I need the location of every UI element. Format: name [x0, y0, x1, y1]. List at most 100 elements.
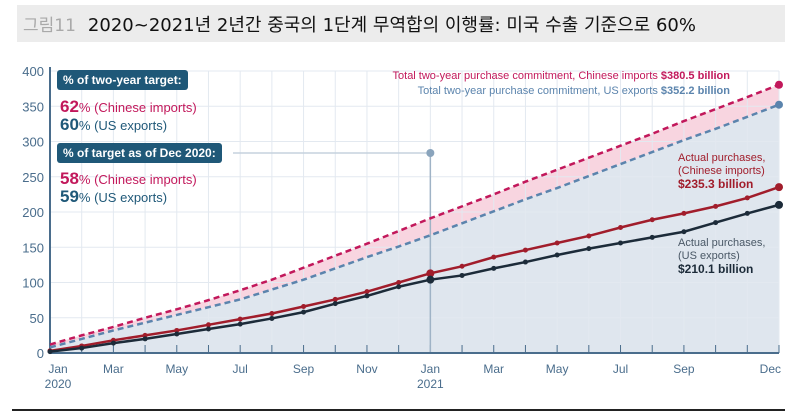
x-tick-label: Jul [233, 362, 248, 376]
dec2020-us-pct: 59% (US exports) [60, 187, 167, 207]
data-point-us-actual [618, 240, 624, 246]
area-under-us-target [50, 104, 779, 353]
text: Total two-year purchase commitment, US e… [417, 85, 661, 97]
data-point-cn-actual [618, 225, 624, 231]
y-tick-label: 150 [22, 240, 44, 255]
y-tick-label: 400 [22, 64, 44, 79]
data-point-us-actual [396, 284, 402, 290]
series-line-cn-actual [49, 185, 780, 353]
series-end-point-us-target [775, 100, 783, 109]
series-line-us-target [49, 103, 780, 349]
data-point-cn-actual [491, 254, 497, 260]
data-point-cn-actual [364, 289, 370, 295]
line1: Actual purchases, [678, 152, 766, 164]
x-tick-label: Sep [673, 362, 695, 376]
line2: (US exports) [678, 250, 740, 262]
figure-label: 그림11 [23, 16, 76, 36]
figure-title: 2020~2021년 2년간 중국의 1단계 무역합의 이행률: 미국 수출 기… [87, 14, 696, 36]
data-point-us-actual [426, 275, 435, 284]
data-point-cn-actual [775, 183, 783, 192]
dec2020-pointer-dot [426, 149, 435, 157]
text: % (US exports) [78, 118, 168, 133]
value: $380.5 billion [660, 70, 730, 82]
data-point-us-actual [491, 265, 497, 271]
data-point-cn-actual [269, 311, 275, 317]
two-year-target-header: % of two-year target: [57, 70, 188, 90]
data-point-cn-actual [744, 195, 750, 201]
data-point-us-actual [522, 259, 528, 265]
actual-cn-label: Actual purchases, (Chinese imports) $235… [678, 152, 765, 191]
data-point-cn-actual [586, 233, 592, 239]
line1: Actual purchases, [678, 237, 766, 249]
line2: (Chinese imports) [678, 165, 765, 177]
y-tick-label: 200 [22, 205, 44, 220]
x-tick-label: May [546, 362, 569, 376]
series-end-point-cn-target [775, 80, 783, 89]
data-point-cn-actual [396, 280, 402, 285]
commit-us-label: Total two-year purchase commitment, US e… [418, 85, 730, 97]
data-point-cn-actual [426, 269, 435, 278]
data-point-us-actual [237, 321, 243, 327]
data-point-us-actual [332, 301, 338, 307]
dec2020-target-header: % of target as of Dec 2020: [57, 143, 222, 163]
data-point-cn-actual [522, 247, 528, 253]
x-tick-label: Jan [48, 362, 67, 376]
figure-title-bar: 그림11 2020~2021년 2년간 중국의 1단계 무역합의 이행률: 미국… [17, 5, 785, 42]
data-point-us-actual [142, 336, 148, 342]
y-tick-label: 350 [22, 99, 44, 114]
value: $352.2 billion [660, 85, 730, 97]
data-point-cn-actual [205, 322, 211, 328]
text: % (US exports) [78, 190, 168, 205]
value: 62 [60, 97, 79, 116]
two-year-cn-pct: 62% (Chinese imports) [60, 97, 197, 117]
x-tick-label: Dec [760, 362, 781, 376]
data-point-cn-actual [142, 332, 148, 338]
value: 58 [60, 169, 79, 188]
value: $235.3 billion [678, 177, 754, 191]
data-point-cn-actual [301, 303, 307, 309]
y-tick-label: 250 [22, 170, 44, 185]
text: % (Chinese imports) [78, 100, 197, 115]
data-point-us-actual [554, 252, 560, 258]
data-point-us-actual [649, 234, 655, 240]
commit-cn-label: Total two-year purchase commitment, Chin… [393, 70, 730, 82]
series-line-us-actual [49, 203, 780, 353]
x-tick-label: Sep [293, 362, 315, 376]
y-tick-label: 300 [22, 135, 44, 150]
data-point-cn-actual [237, 316, 243, 322]
x-tick-label: Jul [613, 362, 628, 376]
data-point-cn-actual [554, 240, 560, 246]
data-point-us-actual [301, 309, 307, 315]
y-tick-label: 100 [22, 276, 44, 291]
y-tick-label: 0 [37, 346, 44, 361]
data-point-cn-actual [459, 263, 465, 269]
data-point-cn-actual [681, 210, 687, 216]
text: Total two-year purchase commitment, Chin… [392, 70, 661, 82]
data-point-us-actual [586, 246, 592, 252]
value: $210.1 billion [678, 262, 754, 276]
value: 59 [60, 187, 79, 206]
two-year-us-pct: 60% (US exports) [60, 115, 167, 135]
data-point-us-actual [364, 293, 370, 299]
x-tick-sublabel: 2020 [45, 377, 72, 391]
data-point-us-actual [47, 349, 53, 355]
data-point-us-actual [174, 331, 180, 337]
data-point-cn-actual [713, 203, 719, 209]
data-point-us-actual [79, 345, 85, 351]
x-tick-label: Mar [103, 362, 124, 376]
y-tick-label: 50 [30, 311, 44, 326]
x-tick-label: Jan [421, 362, 440, 376]
data-point-us-actual [744, 210, 750, 216]
data-point-us-actual [775, 200, 783, 209]
x-tick-label: May [165, 362, 188, 376]
data-point-us-actual [110, 340, 116, 346]
data-point-us-actual [713, 220, 719, 226]
actual-us-label: Actual purchases, (US exports) $210.1 bi… [678, 237, 765, 276]
bottom-rule [12, 409, 785, 411]
data-point-cn-actual [649, 217, 655, 223]
series-line-cn-target [49, 83, 780, 346]
x-tick-label: Nov [356, 362, 377, 376]
data-point-us-actual [459, 272, 465, 278]
data-point-us-actual [681, 229, 687, 235]
